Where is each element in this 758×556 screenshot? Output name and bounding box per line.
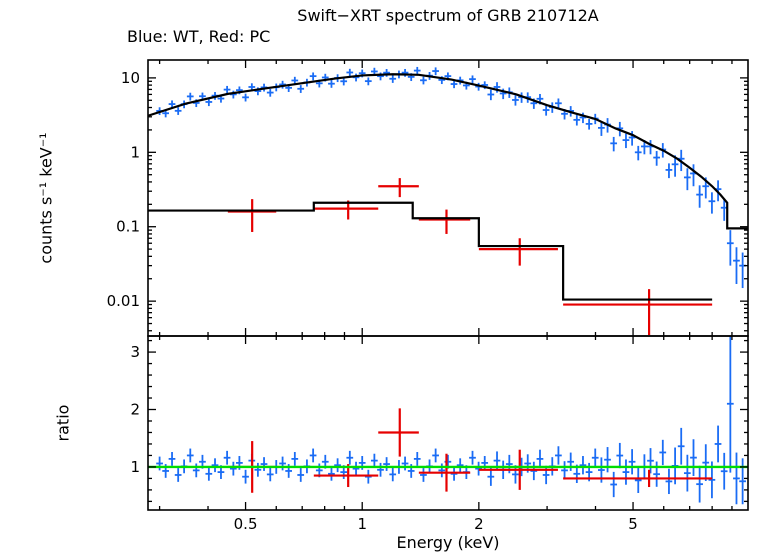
y-axis-label-ratio: ratio bbox=[53, 404, 73, 442]
pc-errorbars bbox=[227, 178, 713, 336]
svg-text:2: 2 bbox=[130, 401, 140, 419]
wt-model-line bbox=[148, 73, 748, 230]
tick-labels: 0.01 0.1 1 10 1 2 3 0.5 1 2 5 bbox=[107, 69, 638, 533]
svg-text:1: 1 bbox=[130, 458, 140, 476]
chart-subtitle: Blue: WT, Red: PC bbox=[127, 27, 271, 46]
svg-text:0.1: 0.1 bbox=[116, 218, 140, 236]
pc-model-line bbox=[148, 201, 713, 301]
y-axis-label-counts: counts s⁻¹ keV⁻¹ bbox=[36, 132, 56, 264]
ratio-panel-frame bbox=[147, 335, 749, 511]
svg-text:10: 10 bbox=[121, 69, 140, 87]
spectrum-panel-frame bbox=[147, 59, 749, 337]
svg-text:0.01: 0.01 bbox=[107, 292, 140, 310]
wt-errorbars bbox=[156, 66, 746, 289]
ratio-panel bbox=[148, 336, 748, 505]
svg-text:5: 5 bbox=[628, 515, 638, 533]
spectrum-panel bbox=[148, 66, 748, 336]
svg-text:0.5: 0.5 bbox=[234, 515, 258, 533]
tick-marks bbox=[148, 60, 748, 510]
svg-text:1: 1 bbox=[357, 515, 367, 533]
svg-text:1: 1 bbox=[130, 143, 140, 161]
svg-text:2: 2 bbox=[474, 515, 484, 533]
chart-title: Swift−XRT spectrum of GRB 210712A bbox=[297, 6, 599, 25]
x-axis-label: Energy (keV) bbox=[396, 533, 500, 552]
svg-text:3: 3 bbox=[130, 343, 140, 361]
